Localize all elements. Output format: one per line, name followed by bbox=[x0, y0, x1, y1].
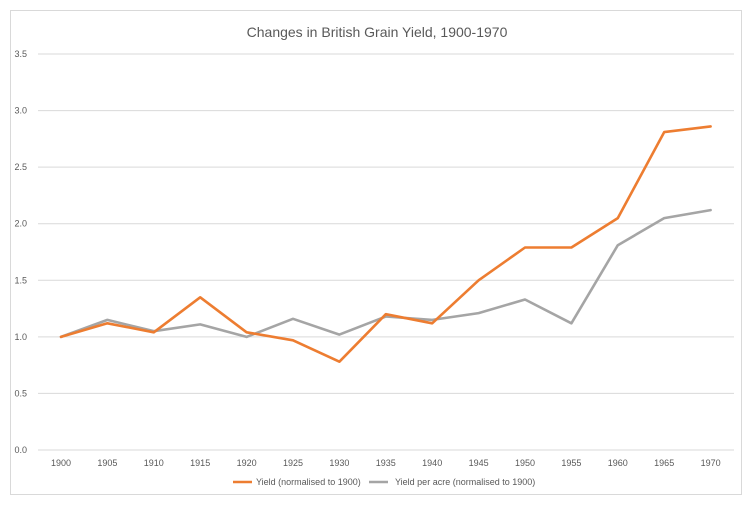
y-tick-label: 1.5 bbox=[14, 275, 27, 285]
x-tick-label: 1915 bbox=[190, 458, 210, 468]
x-tick-label: 1925 bbox=[283, 458, 303, 468]
y-tick-label: 0.0 bbox=[14, 445, 27, 455]
x-tick-label: 1935 bbox=[376, 458, 396, 468]
x-tick-label: 1950 bbox=[515, 458, 535, 468]
x-tick-label: 1970 bbox=[701, 458, 721, 468]
series-lines bbox=[59, 125, 712, 364]
y-tick-label: 2.0 bbox=[14, 219, 27, 229]
y-tick-label: 3.5 bbox=[14, 49, 27, 59]
x-tick-label: 1945 bbox=[469, 458, 489, 468]
x-tick-label: 1920 bbox=[237, 458, 257, 468]
legend-item-2: Yield per acre (normalised to 1900) bbox=[369, 477, 535, 487]
chart-frame bbox=[10, 10, 742, 495]
legend-label: Yield per acre (normalised to 1900) bbox=[395, 477, 535, 487]
x-tick-label: 1960 bbox=[608, 458, 628, 468]
y-tick-label: 0.5 bbox=[14, 388, 27, 398]
legend-label: Yield (normalised to 1900) bbox=[256, 477, 361, 487]
y-tick-label: 3.0 bbox=[14, 106, 27, 116]
x-axis-ticks: 1900 1905 1910 1915 1920 1925 1930 1935 1940 1945… bbox=[51, 458, 721, 468]
chart-title: Changes in British Grain Yield, 1900-197… bbox=[247, 24, 508, 40]
y-tick-label: 1.0 bbox=[14, 332, 27, 342]
x-tick-label: 1965 bbox=[654, 458, 674, 468]
x-tick-label: 1930 bbox=[329, 458, 349, 468]
x-tick-label: 1910 bbox=[144, 458, 164, 468]
x-tick-label: 1905 bbox=[97, 458, 117, 468]
series-line-1 bbox=[59, 125, 712, 364]
grid-lines bbox=[38, 53, 734, 451]
y-axis-ticks: 0.0 0.5 1.0 1.5 2.0 2.5 3.0 3.5 bbox=[14, 49, 27, 455]
x-tick-label: 1940 bbox=[422, 458, 442, 468]
x-tick-label: 1955 bbox=[561, 458, 581, 468]
legend-item-1: Yield (normalised to 1900) bbox=[233, 477, 361, 487]
legend: Yield (normalised to 1900) Yield per acre… bbox=[233, 477, 535, 487]
series-line-2 bbox=[59, 208, 712, 339]
y-tick-label: 2.5 bbox=[14, 162, 27, 172]
x-tick-label: 1900 bbox=[51, 458, 71, 468]
